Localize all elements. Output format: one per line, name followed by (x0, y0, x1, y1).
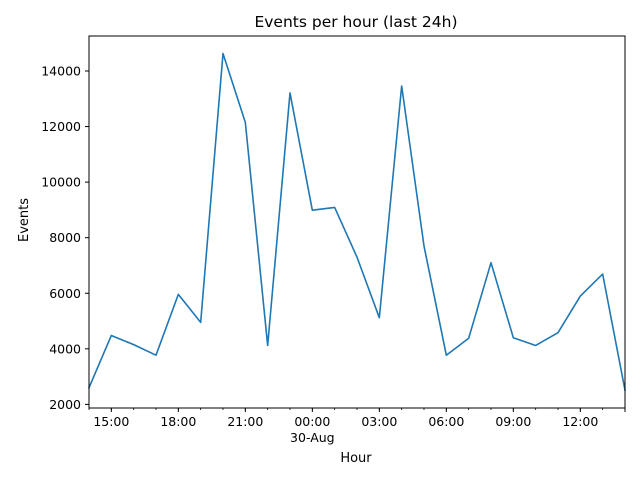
x-tick-label: 00:00 (294, 414, 330, 429)
y-tick-label: 4000 (49, 341, 81, 356)
y-axis-ticks: 2000 4000 6000 8000 10000 12000 14000 (41, 64, 89, 412)
x-tick-label: 21:00 (227, 414, 263, 429)
x-axis-title: Hour (340, 451, 372, 466)
series-line (87, 52, 626, 392)
y-tick-label: 14000 (41, 64, 81, 79)
x-tick-label: 09:00 (495, 414, 531, 429)
y-tick-label: 6000 (49, 286, 81, 301)
x-tick-label: 12:00 (562, 414, 598, 429)
x-tick-label: 18:00 (160, 414, 196, 429)
x-tick-label: 15:00 (93, 414, 129, 429)
chart-title: Events per hour (last 24h) (254, 13, 457, 31)
y-tick-label: 10000 (41, 175, 81, 190)
y-axis-title: Events (17, 198, 32, 242)
x-tick-label: 03:00 (361, 414, 397, 429)
y-tick-label: 8000 (49, 230, 81, 245)
x-tick-label: 06:00 (428, 414, 464, 429)
y-tick-label: 12000 (41, 119, 81, 134)
x-tick-date-label: 30-Aug (290, 430, 335, 445)
y-tick-label: 2000 (49, 397, 81, 412)
